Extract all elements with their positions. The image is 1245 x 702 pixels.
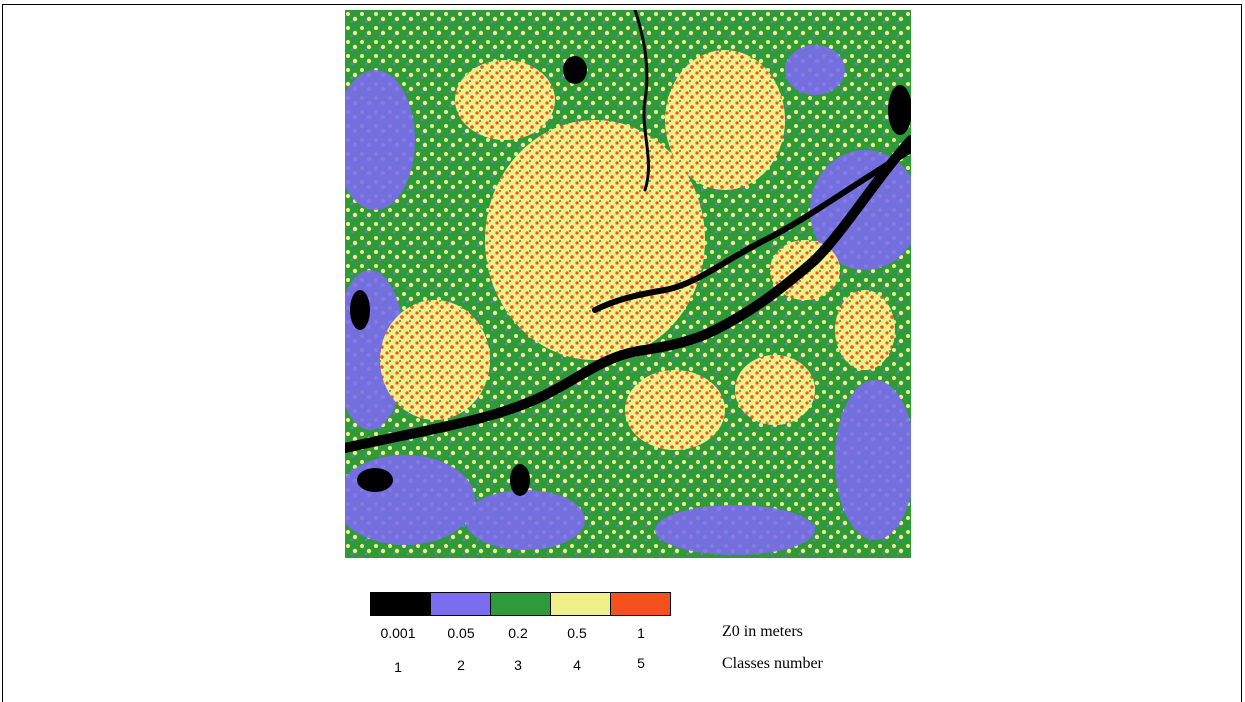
legend-swatch-class-2 [431, 593, 491, 615]
legend-class-4: 5 [637, 655, 645, 671]
legend-class-1: 2 [457, 657, 465, 673]
legend-classes-caption: Classes number [722, 655, 823, 672]
water-bodies [350, 56, 911, 496]
river [345, 10, 911, 453]
legend-swatch-class-5 [611, 593, 670, 615]
roughness-map [345, 10, 911, 558]
legend-value-1: 0.05 [447, 625, 475, 641]
urban-areas [380, 50, 895, 450]
legend-swatch-class-3 [491, 593, 551, 615]
legend-value-3: 0.5 [567, 625, 587, 641]
legend-value-4: 1 [637, 625, 645, 641]
legend-swatch-class-4 [551, 593, 611, 615]
legend-class-0: 1 [394, 659, 402, 675]
legend-values-caption: Z0 in meters [722, 623, 803, 640]
low-roughness-areas [345, 45, 911, 555]
legend-value-2: 0.2 [508, 625, 528, 641]
legend-class-3: 4 [573, 657, 581, 673]
figure-frame [2, 4, 1242, 702]
legend-class-2: 3 [514, 657, 522, 673]
legend-value-0: 0.001 [380, 625, 416, 641]
legend-swatch-class-1 [371, 593, 431, 615]
legend-color-bar [370, 592, 671, 616]
